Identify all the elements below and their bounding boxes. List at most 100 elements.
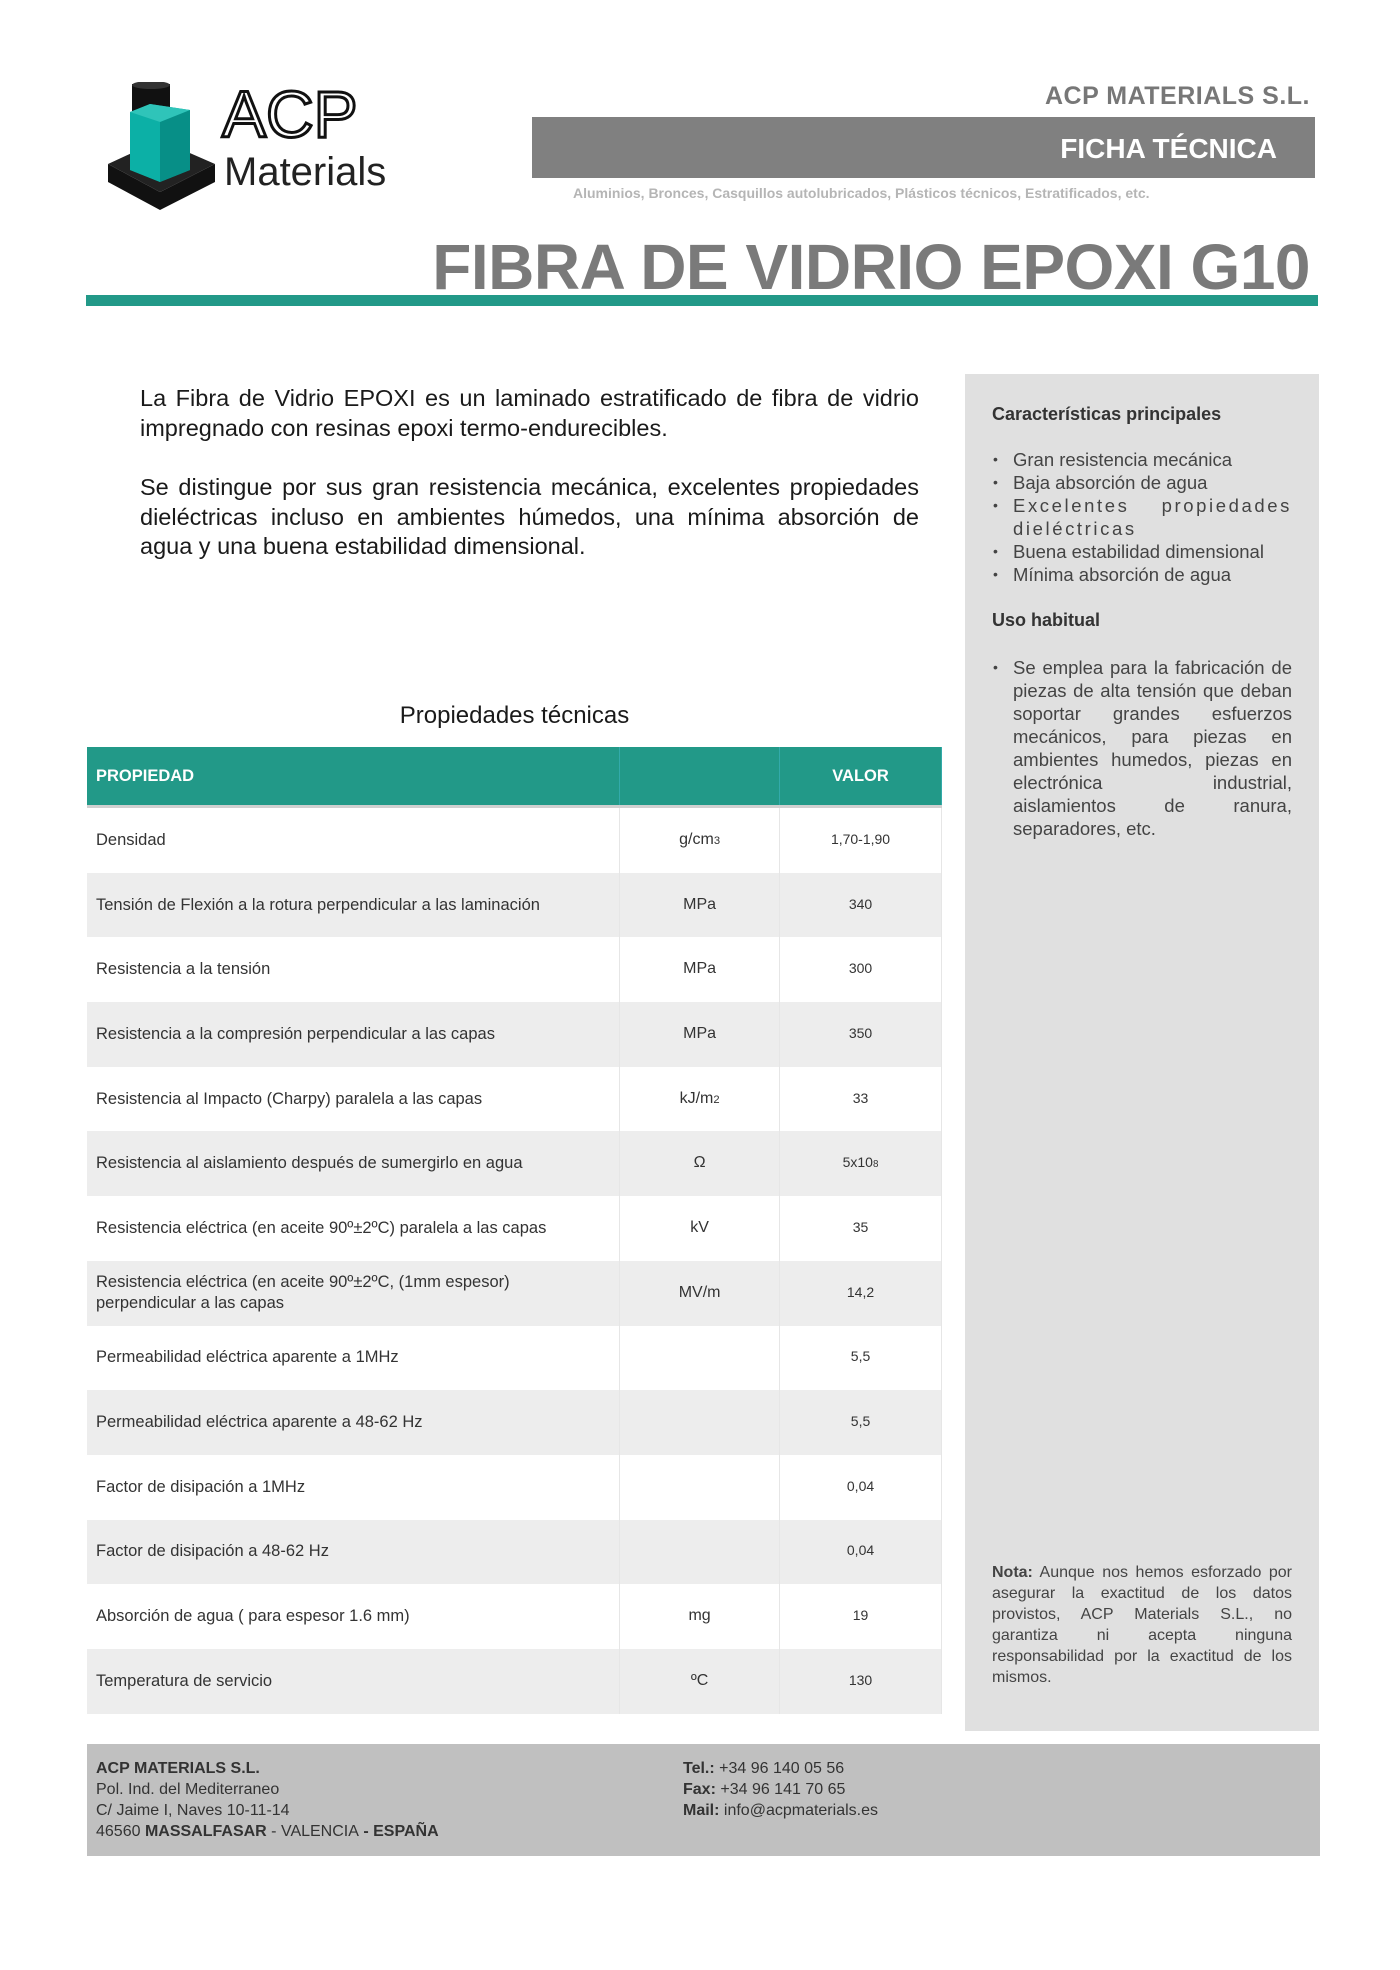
value-cell: 130	[779, 1648, 942, 1714]
unit-cell: Ω	[619, 1131, 781, 1197]
list-item: Se emplea para la fabricación de piezas …	[992, 656, 1292, 840]
title-divider	[86, 295, 1318, 306]
unit-cell	[619, 1325, 781, 1391]
value-cell-text: 130	[848, 1671, 873, 1688]
table-row: Resistencia a la compresión perpendicula…	[87, 1002, 942, 1067]
unit-cell-text: MPa	[683, 1024, 717, 1042]
logo-text-acp: ACP	[222, 82, 358, 151]
table-row: Temperatura de servicio ºC 130	[87, 1648, 942, 1714]
value-cell: 33	[779, 1066, 942, 1132]
table-header-row: PROPIEDAD VALOR	[87, 747, 942, 808]
unit-cell: kJ/m2	[619, 1066, 781, 1132]
footer-address: ACP MATERIALS S.L. Pol. Ind. del Mediter…	[96, 1758, 439, 1842]
value-cell-text: 35	[852, 1218, 869, 1235]
table-row: Tensión de Flexión a la rotura perpendic…	[87, 872, 942, 938]
list-item: Mínima absorción de agua	[992, 563, 1292, 586]
properties-table: PROPIEDAD VALOR Densidad g/cm3 1,70-1,90 Te…	[87, 747, 942, 1714]
unit-cell-text: mg	[688, 1607, 711, 1625]
unit-cell	[619, 1390, 781, 1455]
company-name: ACP MATERIALS S.L.	[1044, 82, 1310, 110]
unit-cell-text: g/cm	[679, 830, 714, 848]
unit-cell-text: Ω	[693, 1154, 706, 1172]
value-cell: 350	[779, 1002, 942, 1067]
mail-label: Mail:	[683, 1802, 720, 1819]
value-cell-text: 0,04	[846, 1477, 875, 1494]
mail-link[interactable]: info@acpmaterials.es	[719, 1802, 878, 1819]
value-cell: 340	[779, 872, 942, 938]
table-row: Factor de disipación a 1MHz 0,04	[87, 1454, 942, 1520]
property-cell-text: Permeabilidad eléctrica aparente a 1MHz	[96, 1348, 399, 1367]
property-cell: Resistencia a la compresión perpendicula…	[87, 1002, 621, 1067]
value-cell-text: 5,5	[850, 1413, 871, 1430]
table-row: Resistencia eléctrica (en aceite 90º±2ºC…	[87, 1196, 942, 1261]
unit-cell-subscript: 3	[713, 834, 721, 847]
table-row: Resistencia al aislamiento después de su…	[87, 1131, 942, 1197]
footer: ACP MATERIALS S.L. Pol. Ind. del Mediter…	[87, 1744, 1320, 1856]
value-cell-text: 14,2	[846, 1283, 875, 1300]
unit-cell: MPa	[619, 872, 781, 938]
property-cell: Permeabilidad eléctrica aparente a 1MHz	[87, 1325, 621, 1391]
table-row: Permeabilidad eléctrica aparente a 1MHz 5…	[87, 1325, 942, 1391]
list-item: Excelentes propiedades dieléctricas	[992, 494, 1292, 540]
table-row: Resistencia a la tensión MPa 300	[87, 937, 942, 1003]
header-unit	[619, 747, 781, 808]
property-cell: Permeabilidad eléctrica aparente a 48-62…	[87, 1390, 621, 1455]
intro-paragraph: La Fibra de Vidrio EPOXI es un laminado …	[140, 385, 919, 441]
list-item: Buena estabilidad dimensional	[992, 540, 1292, 563]
property-cell-text: Factor de disipación a 1MHz	[96, 1477, 306, 1496]
property-cell: Temperatura de servicio	[87, 1648, 621, 1714]
tagline: Aluminios, Bronces, Casquillos autolubri…	[573, 185, 1150, 201]
separator: -	[358, 1823, 374, 1840]
value-cell: 0,04	[779, 1454, 942, 1520]
unit-cell-text: MPa	[683, 895, 717, 913]
unit-cell-text: kJ/m	[679, 1089, 714, 1107]
value-cell-text: 33	[852, 1089, 869, 1106]
property-cell-text: Resistencia eléctrica (en aceite 90º±2ºC…	[96, 1273, 510, 1313]
sidebar: Características principales Gran resiste…	[965, 374, 1319, 1731]
separator: -	[266, 1823, 281, 1840]
note-label: Nota:	[992, 1564, 1033, 1581]
unit-cell-text: ºC	[690, 1671, 709, 1689]
property-cell: Tensión de Flexión a la rotura perpendic…	[87, 872, 621, 938]
value-cell: 5,5	[779, 1390, 942, 1455]
table-row: Densidad g/cm3 1,70-1,90	[87, 806, 942, 873]
disclaimer-note: Nota: Aunque nos hemos esforzado por ase…	[992, 1562, 1292, 1688]
page-title: FIBRA DE VIDRIO EPOXI G10	[432, 231, 1310, 303]
usage-list: Se emplea para la fabricación de piezas …	[992, 656, 1292, 840]
value-cell-text: 1,70-1,90	[830, 830, 891, 847]
value-cell: 35	[779, 1196, 942, 1261]
tel-label: Tel.:	[683, 1760, 715, 1777]
table-row: Permeabilidad eléctrica aparente a 48-62…	[87, 1390, 942, 1455]
unit-cell: mg	[619, 1584, 781, 1649]
property-cell-text: Temperatura de servicio	[96, 1671, 273, 1690]
value-cell-text: 19	[852, 1607, 869, 1624]
value-cell: 1,70-1,90	[779, 806, 942, 873]
property-cell-text: Densidad	[96, 830, 166, 849]
property-cell: Densidad	[87, 806, 621, 873]
value-cell: 300	[779, 937, 942, 1003]
property-cell-text: Resistencia a la tensión	[96, 960, 271, 979]
value-cell-text: 5x10	[842, 1154, 873, 1171]
property-cell: Resistencia al aislamiento después de su…	[87, 1131, 621, 1197]
footer-contact: Tel.: +34 96 140 05 56 Fax: +34 96 141 7…	[683, 1758, 878, 1821]
property-cell-text: Tensión de Flexión a la rotura perpendic…	[96, 895, 540, 914]
country: ESPAÑA	[373, 1823, 439, 1840]
unit-cell	[619, 1454, 781, 1520]
value-cell: 0,04	[779, 1519, 942, 1585]
value-cell-text: 0,04	[846, 1542, 875, 1559]
features-list: Gran resistencia mecánica Baja absorción…	[992, 448, 1292, 586]
postcode: 46560	[96, 1823, 141, 1840]
intro-paragraph: Se distingue por sus gran resistencia me…	[140, 474, 919, 559]
table-row: Absorción de agua ( para espesor 1.6 mm)…	[87, 1584, 942, 1649]
unit-cell: MPa	[619, 937, 781, 1003]
footer-address-line: C/ Jaime I, Naves 10-11-14	[96, 1802, 290, 1819]
property-cell: Factor de disipación a 1MHz	[87, 1454, 621, 1520]
list-item: Baja absorción de agua	[992, 471, 1292, 494]
features-heading: Características principales	[992, 404, 1222, 424]
province: VALENCIA	[280, 1823, 359, 1840]
unit-cell: MV/m	[619, 1260, 781, 1326]
note-text: Aunque nos hemos esforzado por asegurar …	[992, 1564, 1292, 1686]
list-item: Gran resistencia mecánica	[992, 448, 1292, 471]
property-cell-text: Resistencia eléctrica (en aceite 90º±2ºC…	[96, 1218, 547, 1237]
value-cell-text: 300	[848, 960, 873, 977]
